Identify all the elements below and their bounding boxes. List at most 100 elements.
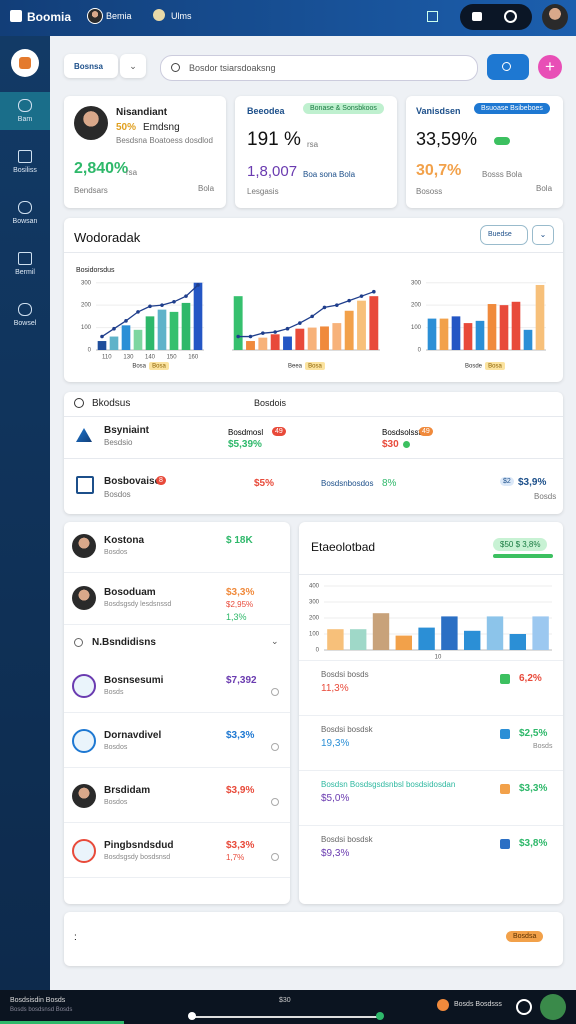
section-icon bbox=[74, 638, 83, 647]
row-label: Bosdsi bosds bbox=[321, 670, 369, 679]
user-badge[interactable] bbox=[540, 994, 566, 1020]
divider bbox=[64, 416, 563, 417]
y-tick-label: 400 bbox=[309, 584, 320, 590]
stat-value: 33,59% bbox=[416, 129, 478, 149]
row-action[interactable] bbox=[271, 798, 279, 806]
profile-avatar[interactable] bbox=[542, 4, 568, 30]
item-name[interactable]: Bosnsesumi bbox=[104, 675, 164, 686]
row-action[interactable] bbox=[271, 853, 279, 861]
item-name[interactable]: Kostona bbox=[104, 535, 144, 546]
stat-footer: Lesgasis bbox=[247, 187, 279, 196]
row-action[interactable] bbox=[271, 743, 279, 751]
row-action[interactable] bbox=[271, 688, 279, 696]
nav-label[interactable]: Bam bbox=[17, 116, 33, 123]
action-pill[interactable] bbox=[460, 4, 532, 30]
bar bbox=[169, 311, 179, 350]
item-icon bbox=[72, 729, 96, 753]
row-label: Bosdsolsst bbox=[382, 428, 421, 437]
bar bbox=[509, 634, 527, 650]
legend-label: Bosa bbox=[308, 364, 322, 370]
bar bbox=[463, 323, 473, 350]
legend-label: Bosde bbox=[465, 364, 483, 370]
top-bar: Boomia Bemia Ulms bbox=[0, 0, 576, 36]
legend-label: Beea bbox=[288, 364, 303, 370]
stat-note: Besdsna Boatoess dosdlod bbox=[116, 136, 213, 145]
bar bbox=[349, 629, 367, 650]
trend-pill bbox=[494, 137, 510, 145]
bar bbox=[307, 327, 317, 350]
y-tick-label: 300 bbox=[309, 600, 320, 606]
divider bbox=[299, 660, 563, 661]
divider bbox=[64, 572, 290, 573]
item-name[interactable]: Pingbsndsdud bbox=[104, 840, 174, 851]
line-point bbox=[273, 330, 277, 334]
filter-button[interactable]: Bosnsa bbox=[64, 54, 118, 78]
stat-value: 191 % bbox=[247, 129, 301, 150]
row-name[interactable]: Bsyniaint bbox=[104, 425, 150, 436]
divider bbox=[64, 822, 290, 823]
row-value: $5,39% bbox=[228, 439, 262, 450]
more-icon[interactable]: : bbox=[74, 932, 77, 943]
avatar bbox=[72, 784, 96, 808]
item-sub: Bosdos bbox=[104, 549, 128, 556]
dropdown-button[interactable]: ⌄ bbox=[120, 54, 146, 78]
dropdown[interactable]: ⌄ bbox=[532, 225, 554, 245]
nav-label[interactable]: Bermil bbox=[15, 269, 35, 276]
nav-label[interactable]: Bosiliss bbox=[13, 167, 37, 174]
user-name[interactable]: Bemia bbox=[106, 11, 132, 21]
nav-label[interactable]: Bowsan bbox=[12, 218, 38, 225]
add-button[interactable]: + bbox=[538, 55, 562, 79]
row-sub: Bosdos bbox=[104, 490, 131, 499]
row-value: 11,3% bbox=[321, 683, 349, 694]
row-value: 19,3% bbox=[321, 738, 350, 749]
divider bbox=[64, 877, 290, 878]
stat-title: Vanisdsen bbox=[416, 106, 461, 116]
nav-icon bbox=[18, 303, 32, 316]
legend-swatch bbox=[149, 362, 169, 370]
bar bbox=[295, 328, 305, 350]
panel-button[interactable]: Buedse bbox=[480, 225, 528, 245]
sidebar: Bam Bosiliss Bowsan Bermil Bowsel bbox=[0, 36, 50, 990]
row-name[interactable]: Bosbovaiso bbox=[104, 476, 161, 487]
overview-panel: Wodoradak Buedse ⌄ bbox=[64, 218, 563, 382]
primary-button[interactable] bbox=[487, 54, 529, 80]
divider bbox=[299, 715, 563, 716]
nav-label[interactable]: Bowsel bbox=[13, 320, 37, 327]
x-tick-label: 160 bbox=[188, 355, 199, 361]
stat-footer-right: Bola bbox=[198, 184, 215, 193]
stat-value: 2,840% bbox=[74, 160, 129, 177]
stat-unit: rsa bbox=[126, 168, 138, 177]
detail-chart: 0 100 200 300 400 10 bbox=[309, 584, 552, 661]
row-icon bbox=[76, 476, 94, 494]
bar bbox=[439, 318, 449, 350]
brand[interactable]: Boomia bbox=[27, 10, 72, 24]
nav-icon bbox=[18, 99, 32, 112]
stat-title: Beeodea bbox=[247, 106, 285, 116]
menu-link[interactable]: Ulms bbox=[171, 11, 192, 21]
panel-title: Etaeolotbad bbox=[311, 540, 376, 554]
bottom-text: Bosds Bosdsss bbox=[454, 1001, 502, 1008]
bar bbox=[258, 337, 268, 350]
item-name[interactable]: Dornavdivel bbox=[104, 730, 162, 741]
bar bbox=[157, 309, 167, 350]
search-box[interactable]: Bosdor tsiarsdoaksng bbox=[160, 55, 478, 81]
item-name[interactable]: Brsdidam bbox=[104, 785, 151, 796]
stat-card: Beeodea Bonase & Sonsbkoos 191 % rsa 1,8… bbox=[235, 96, 397, 208]
stat-note: Bosss Bola bbox=[482, 170, 523, 179]
bar bbox=[372, 613, 390, 650]
icon[interactable] bbox=[516, 999, 532, 1015]
stat-subtitle: Emdsng bbox=[143, 122, 180, 133]
slider-end bbox=[376, 1012, 384, 1020]
slider-handle[interactable] bbox=[188, 1012, 196, 1020]
line-point bbox=[100, 334, 104, 339]
footer-badge[interactable]: Bosdsa bbox=[506, 931, 544, 942]
bar bbox=[233, 296, 243, 350]
bar bbox=[327, 629, 344, 650]
y-tick-label: 100 bbox=[81, 325, 92, 331]
bar bbox=[463, 630, 481, 650]
stat-footer: Bendsars bbox=[74, 186, 108, 195]
panel-title: Wodoradak bbox=[74, 230, 141, 245]
section-title: N.Bsndidisns bbox=[92, 637, 156, 648]
icon-button[interactable] bbox=[427, 11, 438, 22]
item-name[interactable]: Bosoduam bbox=[104, 587, 156, 598]
